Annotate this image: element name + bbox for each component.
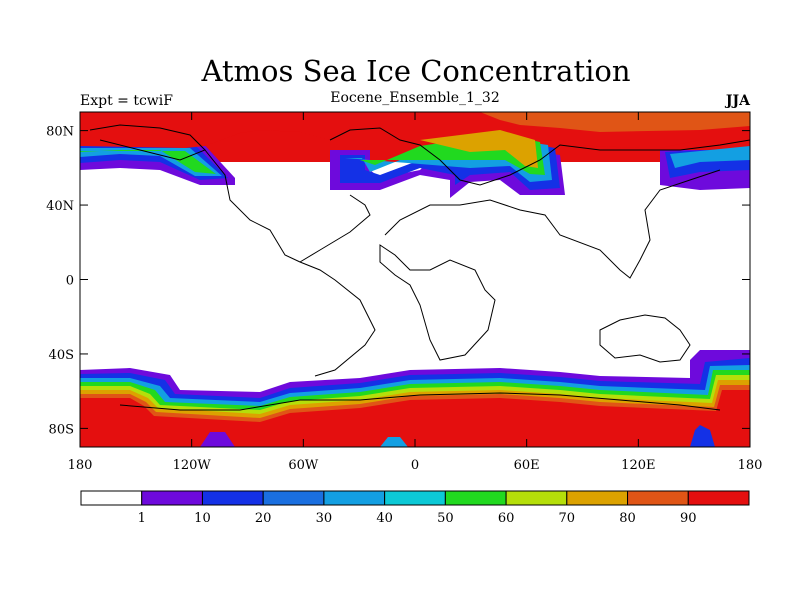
ice-contour-layer bbox=[80, 112, 750, 447]
lon-tick-label: 180 bbox=[68, 458, 93, 473]
colorbar-swatch bbox=[80, 490, 143, 506]
colorbar-label: 20 bbox=[255, 511, 272, 526]
colorbar-swatch bbox=[141, 490, 203, 506]
colorbar-swatch bbox=[627, 490, 689, 506]
lat-tick-label: 80N bbox=[46, 125, 74, 140]
colorbar-swatch bbox=[687, 490, 750, 506]
lon-tick-label: 0 bbox=[411, 458, 419, 473]
colorbar-swatch bbox=[323, 490, 386, 506]
colorbar-label: 1 bbox=[138, 511, 146, 526]
lon-tick-label: 60E bbox=[514, 458, 540, 473]
colorbar-label: 90 bbox=[680, 511, 697, 526]
colorbar-swatch bbox=[201, 490, 264, 506]
lat-tick-label: 40S bbox=[49, 348, 74, 363]
colorbar-label: 10 bbox=[194, 511, 211, 526]
coastlines bbox=[89, 124, 750, 411]
colorbar-label: 30 bbox=[316, 511, 333, 526]
colorbar-swatch bbox=[384, 490, 446, 506]
lat-tick-label: 0 bbox=[66, 274, 74, 289]
colorbar-swatch bbox=[505, 490, 568, 506]
experiment-label: Expt = tcwiF bbox=[80, 93, 173, 109]
colorbar-label: 80 bbox=[619, 511, 636, 526]
longitude-axis: 180 120W 60W 0 60E 120E 180 bbox=[68, 112, 763, 473]
lon-tick-label: 60W bbox=[288, 458, 319, 473]
colorbar-swatch bbox=[566, 490, 629, 506]
figure-title: Atmos Sea Ice Concentration bbox=[201, 54, 631, 88]
lat-tick-label: 40N bbox=[46, 199, 74, 214]
latitude-axis: 80N 40N 0 40S 80S bbox=[46, 125, 750, 437]
colorbar-swatch bbox=[262, 490, 325, 506]
colorbar-swatch bbox=[444, 490, 507, 506]
colorbar-label: 60 bbox=[498, 511, 515, 526]
lat-tick-label: 80S bbox=[49, 422, 74, 437]
lon-tick-label: 180 bbox=[738, 458, 763, 473]
colorbar-label: 50 bbox=[437, 511, 454, 526]
lon-tick-label: 120E bbox=[621, 458, 655, 473]
season-label: JJA bbox=[725, 93, 750, 109]
colorbar-label: 40 bbox=[376, 511, 393, 526]
arctic-ice-field bbox=[80, 112, 750, 198]
lon-tick-label: 120W bbox=[173, 458, 212, 473]
colorbar: 1 10 20 30 40 50 60 70 80 90 bbox=[80, 490, 750, 526]
colorbar-label: 70 bbox=[559, 511, 576, 526]
antarctic-ice-field bbox=[80, 350, 750, 447]
figure-subtitle: Eocene_Ensemble_1_32 bbox=[330, 90, 500, 106]
